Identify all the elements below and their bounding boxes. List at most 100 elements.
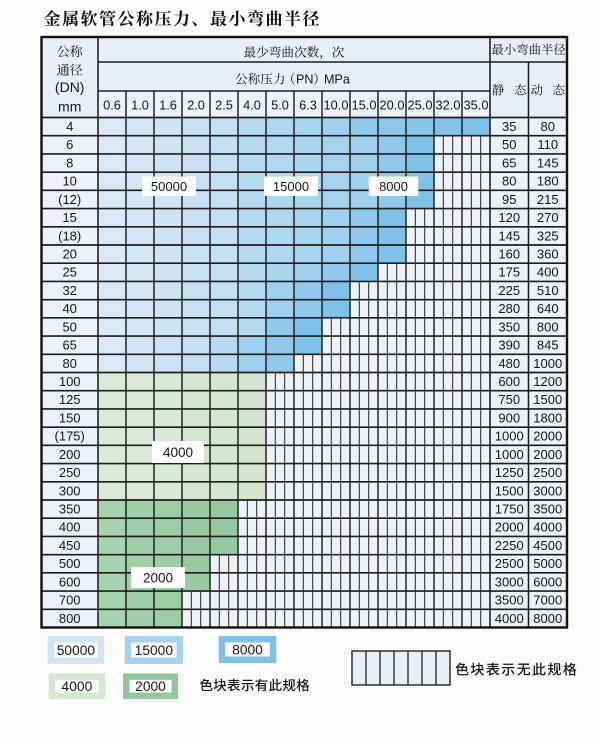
svg-text:125: 125 (59, 392, 81, 407)
svg-text:3500: 3500 (495, 593, 524, 608)
svg-text:4000: 4000 (62, 679, 93, 694)
svg-text:5000: 5000 (533, 556, 562, 571)
svg-text:15000: 15000 (273, 179, 309, 194)
svg-text:MPa: MPa (324, 73, 350, 87)
svg-text:4000: 4000 (163, 445, 193, 460)
svg-text:215: 215 (537, 192, 559, 207)
svg-text:50000: 50000 (57, 643, 96, 658)
svg-text:20: 20 (62, 246, 76, 261)
svg-text:50000: 50000 (151, 179, 187, 194)
svg-text:1250: 1250 (495, 465, 524, 480)
svg-text:3000: 3000 (533, 483, 562, 498)
svg-text:80: 80 (541, 119, 555, 134)
svg-text:35: 35 (502, 119, 516, 134)
svg-text:7000: 7000 (533, 593, 562, 608)
svg-text:600: 600 (59, 574, 81, 589)
svg-text:500: 500 (59, 556, 81, 571)
svg-text:250: 250 (59, 465, 81, 480)
svg-text:(DN): (DN) (55, 79, 85, 95)
svg-text:80: 80 (502, 174, 516, 189)
svg-text:0.6: 0.6 (103, 98, 121, 113)
svg-text:2.0: 2.0 (187, 98, 205, 113)
svg-text:350: 350 (59, 501, 81, 516)
svg-text:600: 600 (498, 374, 520, 389)
svg-text:32.0: 32.0 (436, 98, 461, 113)
svg-text:3500: 3500 (533, 501, 562, 516)
svg-text:8000: 8000 (232, 642, 263, 657)
svg-text:32: 32 (62, 283, 76, 298)
svg-text:400: 400 (59, 520, 81, 535)
svg-text:8000: 8000 (379, 179, 408, 194)
svg-text:15.0: 15.0 (352, 98, 377, 113)
svg-text:1750: 1750 (495, 501, 524, 516)
svg-text:1800: 1800 (533, 410, 562, 425)
svg-text:800: 800 (537, 319, 559, 334)
svg-text:225: 225 (498, 283, 520, 298)
svg-text:390: 390 (498, 338, 520, 353)
svg-text:2500: 2500 (533, 465, 562, 480)
svg-text:120: 120 (498, 210, 520, 225)
svg-text:900: 900 (498, 410, 520, 425)
svg-text:80: 80 (62, 356, 76, 371)
svg-text:4500: 4500 (533, 538, 562, 553)
svg-text:450: 450 (59, 538, 81, 553)
svg-text:325: 325 (537, 228, 559, 243)
svg-text:1500: 1500 (495, 483, 524, 498)
svg-text:PN: PN (296, 73, 314, 87)
svg-text:4.0: 4.0 (243, 98, 261, 113)
svg-text:2000: 2000 (143, 570, 173, 585)
svg-text:6000: 6000 (533, 574, 562, 589)
svg-text:1000: 1000 (495, 447, 524, 462)
svg-text:180: 180 (537, 174, 559, 189)
svg-text:6.3: 6.3 (299, 98, 317, 113)
svg-text:350: 350 (498, 319, 520, 334)
svg-text:2000: 2000 (135, 679, 166, 694)
svg-text:175: 175 (498, 265, 520, 280)
svg-text:360: 360 (537, 246, 559, 261)
svg-text:5.0: 5.0 (271, 98, 289, 113)
svg-text:1.0: 1.0 (131, 98, 149, 113)
svg-text:480: 480 (498, 356, 520, 371)
svg-text:400: 400 (537, 265, 559, 280)
svg-text:50: 50 (62, 319, 76, 334)
svg-text:65: 65 (62, 338, 76, 353)
svg-text:1.6: 1.6 (159, 98, 177, 113)
svg-text:35.0: 35.0 (464, 98, 489, 113)
svg-text:845: 845 (537, 338, 559, 353)
svg-text:1000: 1000 (533, 356, 562, 371)
svg-text:10: 10 (62, 174, 76, 189)
svg-text:110: 110 (537, 137, 558, 152)
svg-text:100: 100 (59, 374, 81, 389)
svg-text:640: 640 (537, 301, 559, 316)
svg-text:10.0: 10.0 (324, 98, 349, 113)
svg-text:50: 50 (502, 137, 516, 152)
svg-text:15000: 15000 (135, 643, 174, 658)
svg-text:65: 65 (502, 155, 516, 170)
svg-text:25: 25 (62, 265, 76, 280)
svg-text:2000: 2000 (533, 429, 562, 444)
svg-text:mm: mm (58, 99, 81, 115)
svg-text:25.0: 25.0 (408, 98, 433, 113)
svg-text:280: 280 (498, 301, 520, 316)
svg-text:2500: 2500 (495, 556, 524, 571)
svg-text:800: 800 (59, 611, 81, 626)
svg-text:20.0: 20.0 (380, 98, 405, 113)
svg-text:40: 40 (62, 301, 76, 316)
svg-text:3000: 3000 (495, 574, 524, 589)
svg-text:8: 8 (66, 155, 73, 170)
svg-text:160: 160 (498, 246, 520, 261)
svg-text:150: 150 (59, 410, 81, 425)
svg-text:700: 700 (59, 593, 81, 608)
svg-text:4: 4 (66, 119, 73, 134)
svg-text:145: 145 (498, 228, 520, 243)
svg-text:4000: 4000 (533, 520, 562, 535)
svg-text:1500: 1500 (533, 392, 562, 407)
svg-text:(12): (12) (58, 192, 81, 207)
svg-text:145: 145 (537, 155, 559, 170)
svg-text:8000: 8000 (533, 611, 562, 626)
svg-text:(18): (18) (58, 228, 81, 243)
svg-text:750: 750 (498, 392, 520, 407)
svg-text:2250: 2250 (495, 538, 524, 553)
svg-text:270: 270 (537, 210, 559, 225)
svg-text:2000: 2000 (495, 520, 524, 535)
